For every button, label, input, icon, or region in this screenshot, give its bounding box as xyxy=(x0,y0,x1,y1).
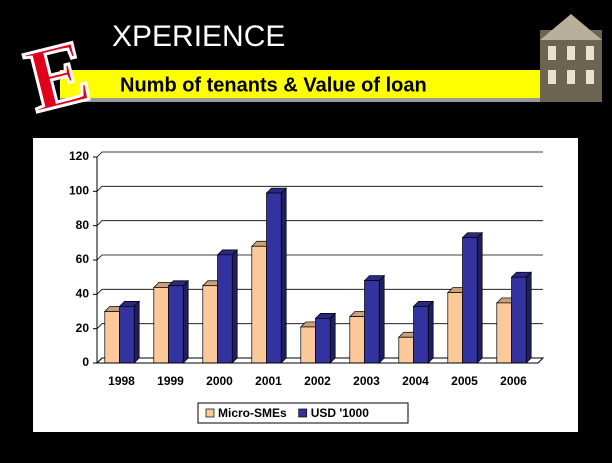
x-tick-label: 2004 xyxy=(402,374,429,388)
bar-side xyxy=(427,300,434,364)
y-tick-label: 60 xyxy=(76,252,90,266)
slide-title: XPERIENCE xyxy=(112,20,285,53)
grid-line xyxy=(96,220,543,226)
bar xyxy=(364,280,380,364)
bar-side xyxy=(182,279,189,364)
x-tick-label: 2000 xyxy=(206,374,233,388)
bar-side xyxy=(133,300,140,364)
x-tick-label: 2001 xyxy=(255,374,282,388)
bar xyxy=(315,318,331,364)
bar xyxy=(153,287,169,364)
y-tick-label: 120 xyxy=(69,149,89,163)
y-tick-label: 40 xyxy=(76,287,90,301)
bar xyxy=(413,306,429,364)
chart-panel xyxy=(33,138,578,432)
banner-shadow xyxy=(60,98,560,102)
bar xyxy=(300,326,316,364)
legend-swatch xyxy=(205,408,215,418)
x-tick-label: 1998 xyxy=(108,374,135,388)
grid-line xyxy=(96,288,543,295)
grid-line xyxy=(96,323,543,329)
grid-line xyxy=(96,151,543,158)
bar xyxy=(202,285,218,364)
x-tick-label: 2003 xyxy=(353,374,380,388)
bar xyxy=(462,237,478,364)
legend-label: USD '1000 xyxy=(311,406,370,420)
bar xyxy=(496,302,512,364)
y-tick-label: 0 xyxy=(82,355,89,369)
bar xyxy=(104,311,120,364)
bar-side xyxy=(476,231,483,364)
bar xyxy=(398,336,414,364)
bar xyxy=(266,192,282,364)
y-tick-label: 100 xyxy=(69,184,89,198)
banner xyxy=(60,70,560,98)
bar-side xyxy=(231,249,238,364)
x-tick-label: 1999 xyxy=(157,374,184,388)
bar-side xyxy=(378,274,385,364)
bar-side xyxy=(280,187,287,364)
bar xyxy=(119,306,135,364)
bar-side xyxy=(329,312,336,364)
slide-subtitle: Numb of tenants & Value of loan xyxy=(120,74,427,96)
x-tick-label: 2006 xyxy=(500,374,527,388)
bar xyxy=(217,254,233,364)
bar xyxy=(251,245,267,364)
building-icon xyxy=(540,14,602,102)
grid-line xyxy=(96,254,543,261)
legend-swatch xyxy=(298,408,308,418)
bar-side xyxy=(525,271,532,364)
x-tick-label: 2002 xyxy=(304,374,331,388)
y-tick-label: 80 xyxy=(76,218,90,232)
x-tick-label: 2005 xyxy=(451,374,478,388)
grid-line xyxy=(96,357,543,364)
y-tick-label: 20 xyxy=(76,321,90,335)
logo-letter: E xyxy=(17,21,99,132)
bar xyxy=(447,292,463,364)
bar xyxy=(349,316,365,364)
bar xyxy=(511,276,527,364)
grid-line xyxy=(96,185,543,192)
legend-label: Micro-SMEs xyxy=(218,406,287,420)
bar xyxy=(168,285,184,364)
